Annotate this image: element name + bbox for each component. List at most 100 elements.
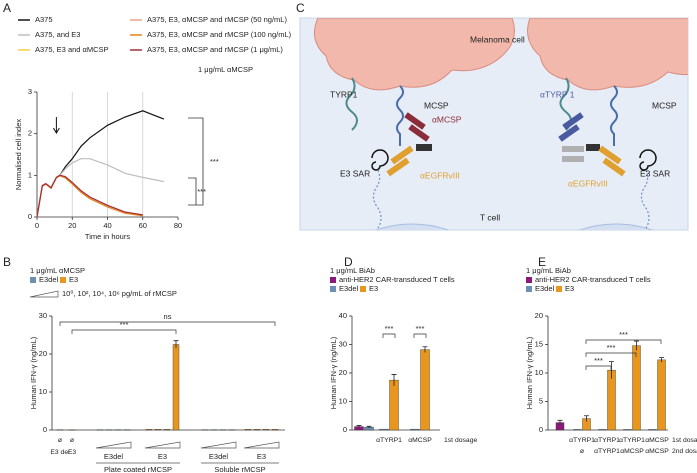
annotation: ***: [210, 157, 219, 166]
group-label: E3: [257, 452, 266, 461]
group-label: E3del: [104, 452, 124, 461]
y-tick-label: 20: [339, 368, 347, 377]
y-tick-label: 0: [43, 425, 47, 434]
legend-label: A375: [35, 15, 53, 24]
sar-label: E3 SAR: [340, 168, 370, 178]
significance-label: ***: [416, 324, 425, 333]
panel-letter: E: [538, 255, 546, 269]
receptor-label: TYRP1: [330, 89, 358, 99]
x-tick-label: ø: [58, 437, 62, 444]
significance-bracket: [413, 333, 427, 338]
x-tick-label: 0: [35, 221, 39, 230]
x-tick-label: αMCSP: [408, 437, 432, 444]
y-tick-label: 0: [539, 425, 543, 434]
melanoma-cell: [527, 18, 688, 91]
y-tick-label: 20: [39, 349, 47, 358]
legend-swatch: [526, 277, 532, 283]
significance-label: ***: [594, 356, 603, 365]
mcsp-receptor: [396, 85, 404, 146]
y-tick-label: 10: [535, 368, 543, 377]
panel-letter: C: [296, 1, 305, 15]
bar: [56, 429, 64, 431]
x-tick-label: αTYRP1: [619, 437, 645, 444]
binder-label: αEGFRvIII: [420, 170, 460, 180]
bar: [105, 429, 113, 431]
legend-label: E3del: [339, 284, 359, 293]
significance-bracket: [585, 365, 612, 370]
legend-label: A375, E3, αMCSP and rMCSP (50 ng/mL): [147, 15, 287, 24]
y-axis-title: Human IFN-γ (ng/mL): [525, 336, 534, 409]
bar: [253, 429, 261, 431]
sar-stalk: [640, 169, 650, 229]
bar: [379, 428, 389, 431]
bar: [271, 429, 279, 431]
subtitle: 1 μg/mL αMCSP: [30, 266, 85, 275]
dosage-label: 1st dosage: [444, 437, 477, 444]
x-tick-sublabel: E3 del: [50, 449, 70, 456]
y-tick-label: 20: [535, 311, 543, 320]
bracket: [188, 177, 197, 205]
subtitle: 1 μg/mL BiAb: [526, 266, 571, 275]
x-tick-label: 80: [174, 221, 182, 230]
bar: [573, 429, 582, 431]
antibody: [386, 112, 432, 177]
group-label: E3del: [209, 452, 229, 461]
bar: [123, 429, 131, 431]
sar-label: E3 SAR: [640, 168, 670, 178]
bar: [210, 429, 218, 431]
bar: [228, 429, 236, 431]
y-tick-label: 2: [28, 129, 32, 138]
cell-label: T cell: [480, 212, 500, 222]
binder-label: αMCSP: [432, 114, 462, 124]
y-axis-title: Normalised cell index: [14, 119, 23, 191]
panel-letter: B: [3, 255, 11, 269]
significance-bracket: [71, 329, 177, 334]
error-bar: [173, 340, 179, 349]
antibody: [558, 112, 626, 177]
bar: [201, 429, 209, 431]
y-tick-label: 30: [39, 311, 47, 320]
x-axis-title: Time in hours: [85, 232, 130, 241]
legend-label: A375, E3 and αMCSP: [35, 45, 109, 54]
error-bar: [391, 374, 397, 386]
wedge: [95, 441, 132, 449]
bracket: [188, 117, 204, 206]
mcsp-receptor: [610, 85, 618, 146]
error-bar: [659, 357, 664, 363]
x-tick-label: αTYRP1: [376, 437, 402, 444]
bar: [219, 429, 227, 431]
significance-label: ***: [385, 324, 394, 333]
cell-label: Melanoma cell: [470, 34, 525, 44]
error-bar: [609, 361, 614, 379]
y-tick-label: 10: [339, 396, 347, 405]
t-cell: [374, 223, 450, 230]
y-tick-label: 0: [28, 212, 32, 221]
annotation: 1 μg/mL αMCSP: [198, 65, 253, 74]
t-cell: [578, 223, 654, 230]
bar: [163, 429, 171, 431]
bar: [114, 429, 122, 431]
cells: [313, 18, 688, 230]
series-line: [36, 174, 143, 218]
legend-label: E3: [369, 284, 378, 293]
x-tick-label: αTYRP1: [594, 437, 620, 444]
receptor-label: MCSP: [652, 100, 677, 110]
bar: [410, 428, 420, 431]
significance-bracket: [585, 352, 637, 357]
bar: [607, 369, 616, 431]
y-tick-label: 0: [343, 425, 347, 434]
receptor-label: MCSP: [424, 100, 449, 110]
legend-label: A375, and E3: [35, 30, 80, 39]
significance-label: ***: [619, 330, 628, 339]
receptor-label: αTYRP 1: [540, 89, 575, 99]
significance-bracket: [585, 339, 662, 344]
x-tick-label: αMCSP: [645, 437, 669, 444]
y-tick-label: 5: [539, 396, 543, 405]
y-tick-label: 1: [28, 170, 32, 179]
x-tick-label: 20: [68, 221, 76, 230]
e3-sar: [639, 149, 657, 171]
error-bar: [557, 419, 563, 425]
x-tick-label-row2: αTYRP1: [594, 448, 620, 455]
x-tick-label-row2: ø: [580, 448, 584, 455]
